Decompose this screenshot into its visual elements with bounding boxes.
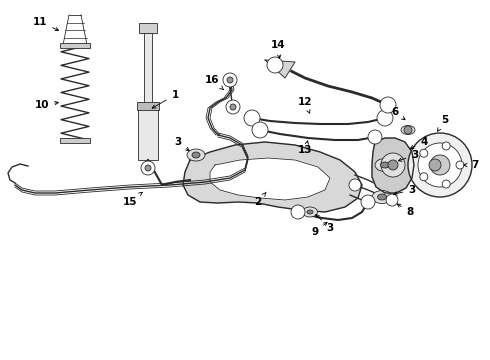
Polygon shape <box>210 158 330 200</box>
Text: 8: 8 <box>397 204 414 217</box>
Ellipse shape <box>187 149 205 161</box>
Text: 14: 14 <box>270 40 285 58</box>
Polygon shape <box>265 60 295 78</box>
Circle shape <box>244 110 260 126</box>
Text: 13: 13 <box>298 141 312 155</box>
Bar <box>60 138 90 143</box>
Text: 12: 12 <box>298 97 312 113</box>
Circle shape <box>377 110 393 126</box>
Circle shape <box>456 161 464 169</box>
Circle shape <box>404 126 412 134</box>
Circle shape <box>252 122 268 138</box>
Ellipse shape <box>401 126 415 135</box>
Circle shape <box>349 179 361 191</box>
Ellipse shape <box>372 190 392 203</box>
Polygon shape <box>372 138 414 193</box>
Circle shape <box>420 149 428 157</box>
Circle shape <box>145 165 151 171</box>
Circle shape <box>418 143 462 187</box>
Circle shape <box>386 194 398 206</box>
Text: 15: 15 <box>123 192 142 207</box>
Ellipse shape <box>381 162 390 168</box>
Text: 16: 16 <box>205 75 223 90</box>
Circle shape <box>442 142 450 150</box>
Circle shape <box>141 161 155 175</box>
Circle shape <box>429 159 441 171</box>
Circle shape <box>230 104 236 110</box>
Circle shape <box>408 133 472 197</box>
Ellipse shape <box>377 194 387 200</box>
Text: 2: 2 <box>254 192 266 207</box>
Text: 6: 6 <box>392 107 405 120</box>
Text: 4: 4 <box>410 137 428 149</box>
Text: 9: 9 <box>312 222 327 237</box>
Text: 10: 10 <box>35 100 58 110</box>
Text: 3: 3 <box>393 185 416 195</box>
Text: 3: 3 <box>398 150 418 161</box>
Circle shape <box>421 151 449 179</box>
Circle shape <box>442 180 450 188</box>
Ellipse shape <box>375 158 395 171</box>
Text: 11: 11 <box>33 17 59 31</box>
Bar <box>144 33 152 105</box>
Text: 5: 5 <box>438 115 449 131</box>
Polygon shape <box>183 142 362 212</box>
Text: 7: 7 <box>464 160 479 170</box>
Circle shape <box>291 205 305 219</box>
Circle shape <box>380 97 396 113</box>
Circle shape <box>223 73 237 87</box>
Circle shape <box>430 155 450 175</box>
Bar <box>138 105 158 160</box>
Circle shape <box>388 160 398 170</box>
Circle shape <box>420 173 428 181</box>
Text: 1: 1 <box>152 90 179 108</box>
Text: 3: 3 <box>174 137 189 151</box>
Ellipse shape <box>302 207 318 217</box>
Ellipse shape <box>192 152 200 158</box>
Circle shape <box>227 77 233 83</box>
Circle shape <box>368 130 382 144</box>
Bar <box>139 23 157 33</box>
Ellipse shape <box>307 210 313 214</box>
Bar <box>137 102 159 110</box>
Circle shape <box>267 57 283 73</box>
Circle shape <box>361 195 375 209</box>
Circle shape <box>381 153 405 177</box>
Bar <box>60 43 90 48</box>
Text: 3: 3 <box>316 215 334 233</box>
Circle shape <box>226 100 240 114</box>
